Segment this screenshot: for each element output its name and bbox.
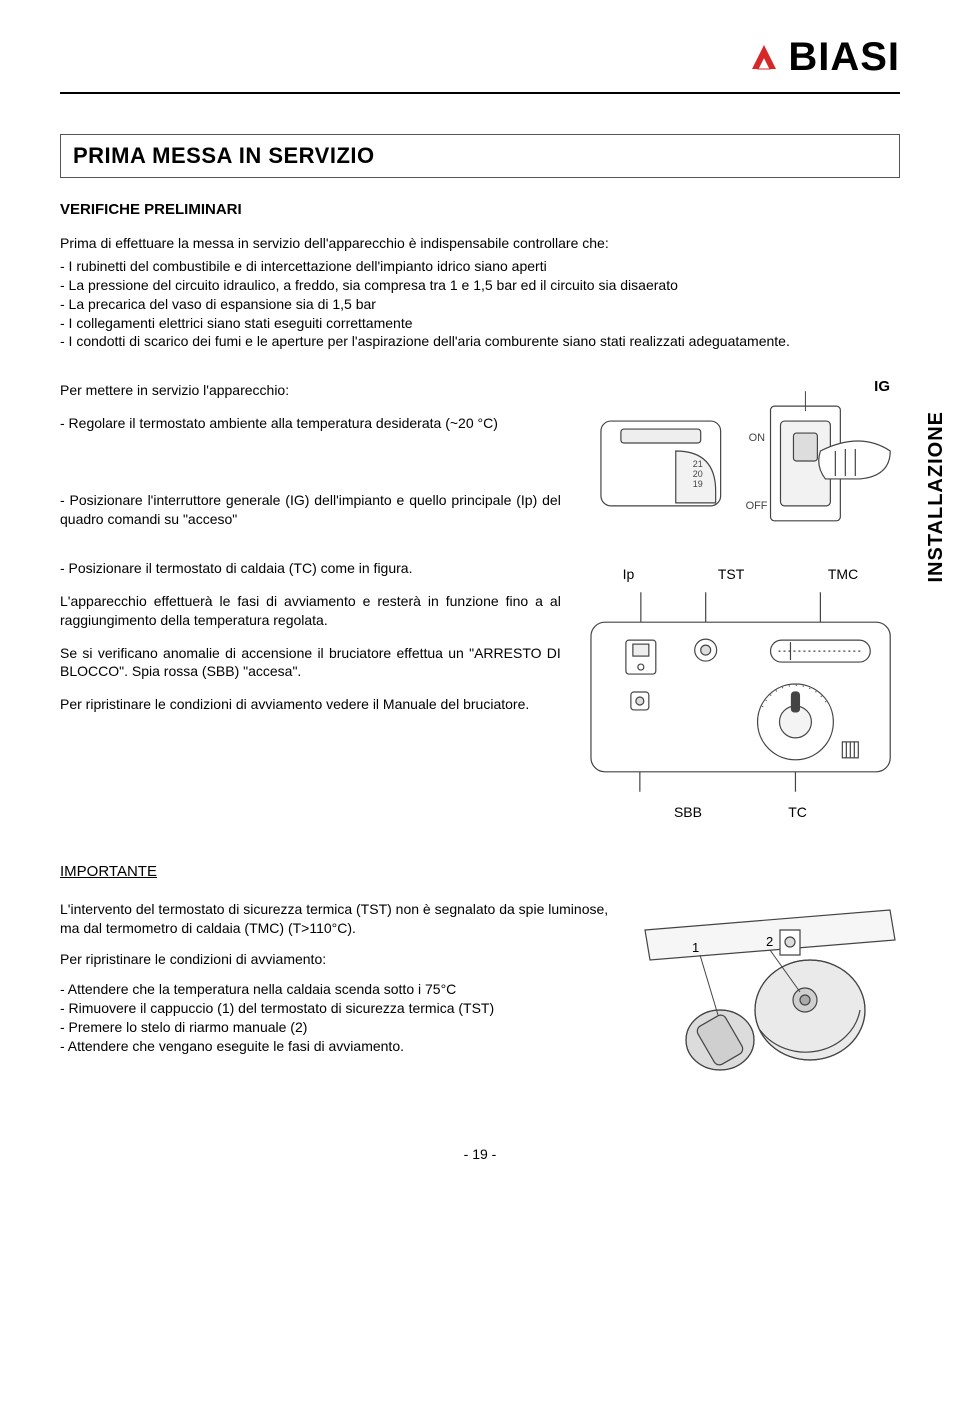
- svg-text:OFF: OFF: [745, 500, 767, 512]
- list-item: - La precarica del vaso di espansione si…: [60, 295, 900, 314]
- bullet-list: - I rubinetti del combustibile e di inte…: [60, 257, 900, 351]
- side-tab: INSTALLAZIONE: [923, 411, 950, 583]
- label-tc: TC: [788, 803, 807, 822]
- svg-text:20: 20: [693, 469, 703, 479]
- section-intro: Prima di effettuare la messa in servizio…: [60, 234, 900, 253]
- important-text: Per ripristinare le condizioni di avviam…: [60, 950, 620, 969]
- label-ip: Ip: [623, 565, 635, 584]
- panel-top-labels: Ip TST TMC: [581, 565, 900, 584]
- page-header: BIASI: [60, 30, 900, 94]
- control-panel-illustration: [581, 592, 900, 792]
- panel-text: Se si verificano anomalie di accensione …: [60, 644, 561, 682]
- list-item: - Attendere che la temperatura nella cal…: [60, 980, 620, 999]
- service-step: - Regolare il termostato ambiente alla t…: [60, 414, 561, 433]
- svg-text:21: 21: [693, 459, 703, 469]
- list-item: - Premere lo stelo di riarmo manuale (2): [60, 1018, 620, 1037]
- important-heading: IMPORTANTE: [60, 862, 900, 882]
- page-title: PRIMA MESSA IN SERVIZIO: [73, 141, 887, 171]
- list-item: - Rimuovere il cappuccio (1) del termost…: [60, 999, 620, 1018]
- callout-2: 2: [766, 934, 773, 949]
- label-sbb: SBB: [674, 803, 702, 822]
- list-item: - I collegamenti elettrici siano stati e…: [60, 314, 900, 333]
- tst-cap-illustration: 1 2: [640, 900, 900, 1080]
- list-item: - Attendere che vengano eseguite le fasi…: [60, 1037, 620, 1056]
- section-heading: VERIFICHE PRELIMINARI: [60, 200, 900, 220]
- label-tmc: TMC: [828, 565, 858, 584]
- label-tst: TST: [718, 565, 744, 584]
- service-intro: Per mettere in servizio l'apparecchio:: [60, 381, 561, 400]
- list-item: - La pressione del circuito idraulico, a…: [60, 276, 900, 295]
- list-item: - I condotti di scarico dei fumi e le ap…: [60, 332, 900, 351]
- panel-text: - Posizionare il termostato di caldaia (…: [60, 559, 561, 578]
- svg-text:19: 19: [693, 479, 703, 489]
- important-text: L'intervento del termostato di sicurezza…: [60, 900, 620, 938]
- important-sublist: - Attendere che la temperatura nella cal…: [60, 980, 620, 1056]
- title-box: PRIMA MESSA IN SERVIZIO: [60, 134, 900, 178]
- flame-icon: [746, 39, 782, 75]
- thermostat-switch-illustration: 21 20 19 ON OFF: [581, 381, 900, 531]
- panel-text: L'apparecchio effettuerà le fasi di avvi…: [60, 592, 561, 630]
- service-step: - Posizionare l'interruttore generale (I…: [60, 491, 561, 529]
- page-number: - 19 -: [60, 1145, 900, 1164]
- panel-text: Per ripristinare le condizioni di avviam…: [60, 695, 561, 714]
- panel-bottom-labels: SBB TC: [581, 803, 900, 822]
- list-item: - I rubinetti del combustibile e di inte…: [60, 257, 900, 276]
- callout-1: 1: [692, 940, 699, 955]
- ig-label: IG: [874, 377, 890, 397]
- svg-text:ON: ON: [748, 432, 765, 444]
- brand-text: BIASI: [788, 30, 900, 84]
- brand-logo: BIASI: [746, 30, 900, 84]
